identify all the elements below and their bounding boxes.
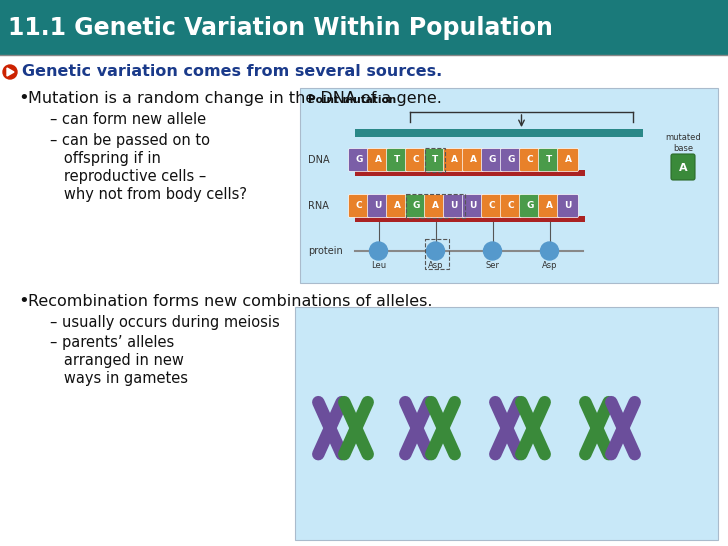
Text: – can be passed on to: – can be passed on to — [50, 133, 210, 147]
FancyBboxPatch shape — [520, 149, 540, 171]
Text: Recombination forms new combinations of alleles.: Recombination forms new combinations of … — [28, 294, 432, 308]
FancyBboxPatch shape — [443, 194, 464, 217]
FancyBboxPatch shape — [481, 194, 502, 217]
Text: Genetic variation comes from several sources.: Genetic variation comes from several sou… — [22, 64, 442, 80]
Text: ways in gametes: ways in gametes — [50, 371, 188, 387]
Circle shape — [3, 65, 17, 79]
FancyBboxPatch shape — [462, 149, 483, 171]
FancyBboxPatch shape — [349, 149, 370, 171]
Circle shape — [427, 242, 445, 260]
Text: C: C — [507, 201, 514, 211]
Bar — [300, 88, 718, 283]
Circle shape — [540, 242, 558, 260]
FancyBboxPatch shape — [481, 149, 502, 171]
Bar — [0, 55, 728, 546]
Text: A: A — [564, 156, 571, 164]
FancyBboxPatch shape — [368, 194, 389, 217]
FancyBboxPatch shape — [424, 149, 446, 171]
Text: •: • — [18, 292, 28, 310]
FancyBboxPatch shape — [387, 149, 408, 171]
Text: A: A — [545, 201, 553, 211]
Text: G: G — [507, 156, 515, 164]
Text: T: T — [546, 156, 552, 164]
Text: offspring if in: offspring if in — [50, 151, 161, 165]
Text: why not from body cells?: why not from body cells? — [50, 187, 247, 201]
Text: A: A — [374, 156, 381, 164]
Text: Asp: Asp — [428, 260, 443, 270]
Text: G: G — [526, 201, 534, 211]
Text: •: • — [18, 89, 28, 107]
Bar — [425, 148, 445, 172]
Text: A: A — [451, 156, 457, 164]
Text: – parents’ alleles: – parents’ alleles — [50, 335, 174, 351]
Text: U: U — [564, 201, 571, 211]
FancyBboxPatch shape — [349, 194, 370, 217]
Bar — [0, 0, 728, 55]
Text: C: C — [488, 201, 495, 211]
FancyBboxPatch shape — [558, 149, 579, 171]
Text: G: G — [488, 156, 496, 164]
Text: Leu: Leu — [371, 260, 386, 270]
FancyBboxPatch shape — [405, 149, 427, 171]
Text: C: C — [356, 201, 363, 211]
Bar — [355, 170, 585, 176]
Text: 11.1 Genetic Variation Within Population: 11.1 Genetic Variation Within Population — [8, 15, 553, 39]
Bar — [424, 239, 448, 269]
Text: G: G — [355, 156, 363, 164]
Text: Ser: Ser — [486, 260, 499, 270]
FancyBboxPatch shape — [405, 194, 427, 217]
Text: U: U — [374, 201, 381, 211]
FancyBboxPatch shape — [671, 154, 695, 180]
FancyBboxPatch shape — [501, 194, 521, 217]
Text: – usually occurs during meiosis: – usually occurs during meiosis — [50, 316, 280, 330]
FancyBboxPatch shape — [539, 194, 560, 217]
Text: – can form new allele: – can form new allele — [50, 112, 206, 128]
Text: U: U — [451, 201, 458, 211]
Text: Point mutation: Point mutation — [308, 95, 396, 105]
Polygon shape — [7, 68, 14, 76]
FancyBboxPatch shape — [501, 149, 521, 171]
Bar — [355, 129, 643, 137]
Text: mutated
base: mutated base — [665, 133, 701, 153]
Text: DNA: DNA — [308, 155, 330, 165]
Text: G: G — [412, 201, 419, 211]
Circle shape — [370, 242, 387, 260]
Text: C: C — [526, 156, 534, 164]
Text: A: A — [394, 201, 400, 211]
FancyBboxPatch shape — [462, 194, 483, 217]
FancyBboxPatch shape — [558, 194, 579, 217]
FancyBboxPatch shape — [387, 194, 408, 217]
Text: reproductive cells –: reproductive cells – — [50, 169, 206, 183]
FancyBboxPatch shape — [368, 149, 389, 171]
Bar — [355, 216, 585, 222]
Text: A: A — [470, 156, 477, 164]
Text: RNA: RNA — [308, 201, 329, 211]
Text: arranged in new: arranged in new — [50, 353, 184, 369]
Text: A: A — [678, 163, 687, 173]
Text: T: T — [432, 156, 438, 164]
Text: Mutation is a random change in the DNA of a gene.: Mutation is a random change in the DNA o… — [28, 91, 442, 105]
Text: protein: protein — [308, 246, 343, 256]
Text: C: C — [413, 156, 419, 164]
FancyBboxPatch shape — [424, 194, 446, 217]
Text: Asp: Asp — [542, 260, 557, 270]
Circle shape — [483, 242, 502, 260]
Bar — [406, 194, 465, 218]
Text: U: U — [470, 201, 477, 211]
Bar — [295, 307, 718, 540]
FancyBboxPatch shape — [520, 194, 540, 217]
Text: A: A — [432, 201, 438, 211]
FancyBboxPatch shape — [443, 149, 464, 171]
Text: T: T — [394, 156, 400, 164]
FancyBboxPatch shape — [539, 149, 560, 171]
